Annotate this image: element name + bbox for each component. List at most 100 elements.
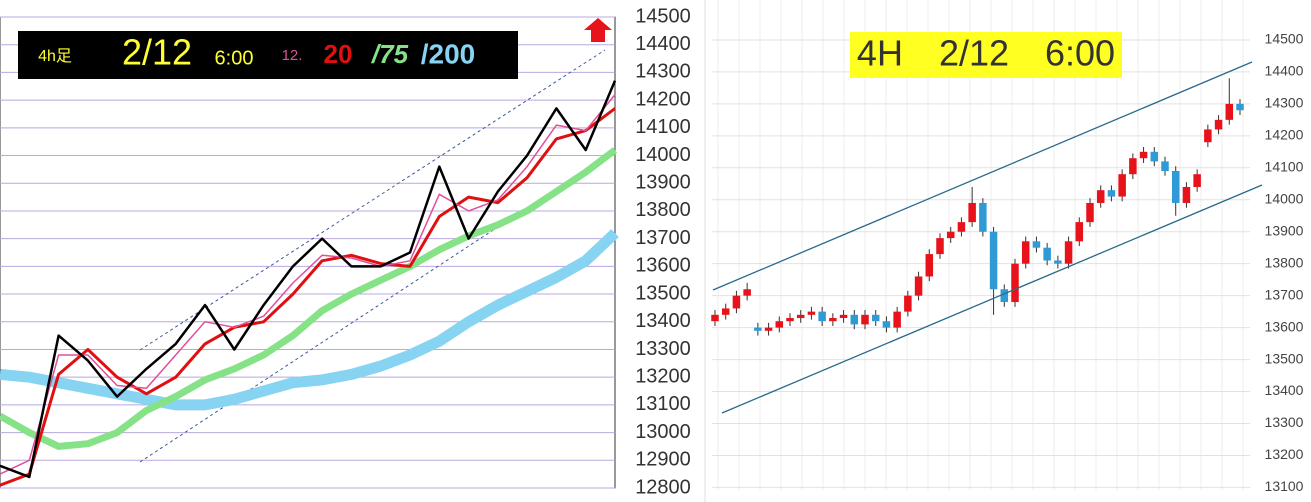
y-tick-label: 14300 xyxy=(1265,95,1304,111)
candle-body xyxy=(818,311,826,322)
y-tick-label: 14100 xyxy=(1265,159,1304,175)
y-tick-label: 13100 xyxy=(1265,478,1304,494)
y-tick-label: 13800 xyxy=(1265,254,1304,270)
candle-body xyxy=(957,222,966,232)
candle-body xyxy=(839,314,848,319)
candle-body xyxy=(882,321,891,328)
candle-body xyxy=(743,289,751,296)
candle-body xyxy=(925,254,934,277)
y-tick-label: 13300 xyxy=(635,338,691,360)
candle-body xyxy=(754,327,762,331)
timeframe: 4h足 xyxy=(38,48,72,65)
candle-body xyxy=(904,295,912,312)
candle-body xyxy=(1107,190,1116,197)
y-tick-label: 13900 xyxy=(1265,222,1304,238)
y-tick-label: 14100 xyxy=(635,116,691,138)
candle-body xyxy=(893,311,901,328)
lines xyxy=(0,80,619,487)
y-tick-label: 13100 xyxy=(635,393,691,415)
channel-lower xyxy=(721,184,1263,414)
candle-body xyxy=(796,314,805,319)
y-tick-label: 14400 xyxy=(1265,63,1304,79)
legend-entry: /75 xyxy=(371,39,409,69)
legend-entry: 12. xyxy=(282,47,303,64)
candle-body xyxy=(711,314,719,322)
channel-upper xyxy=(712,61,1253,291)
candle-body xyxy=(1129,158,1137,175)
candle-body xyxy=(1054,260,1062,264)
y-tick-label: 13200 xyxy=(635,365,691,387)
candle-body xyxy=(1236,103,1244,111)
candle-body xyxy=(1000,289,1009,303)
date: 2/12 xyxy=(122,32,192,73)
candle-body xyxy=(979,202,987,232)
candle-body xyxy=(968,202,976,223)
grid xyxy=(712,0,1250,490)
candle-body xyxy=(1193,174,1201,187)
y-tick-label: 12900 xyxy=(635,449,691,471)
candle-body xyxy=(1150,151,1159,162)
candle-body xyxy=(1204,129,1212,143)
up-arrow xyxy=(584,18,612,42)
candle-body xyxy=(1011,263,1019,303)
chart-title: 4H 2/12 6:00 xyxy=(857,33,1115,74)
legend: 12. 20/75/200 xyxy=(282,38,476,69)
candle-body xyxy=(936,238,944,255)
y-tick-label: 12800 xyxy=(635,476,691,498)
candle-body xyxy=(1214,119,1223,130)
y-tick-label: 13000 xyxy=(635,421,691,443)
candles xyxy=(711,78,1244,336)
time: 6:00 xyxy=(215,47,254,69)
candle-body xyxy=(850,314,859,325)
y-tick-label: 13300 xyxy=(1265,414,1304,430)
candle-body xyxy=(1139,151,1148,159)
candle-body xyxy=(989,231,998,290)
series-line xyxy=(0,107,616,487)
y-tick-label: 13700 xyxy=(1265,286,1304,302)
left-chart: 4h足 2/12 6:00 12. 20/75/200 12800 12900 130… xyxy=(0,5,691,498)
y-tick-label: 13600 xyxy=(635,255,691,277)
series-line xyxy=(0,94,616,475)
y-axis: 12800 12900 13000 13100 13200 13300 13400 13500… xyxy=(635,5,691,498)
y-tick-label: 14200 xyxy=(1265,127,1304,143)
title-box xyxy=(850,32,1122,78)
candle-body xyxy=(829,318,837,322)
candle-body xyxy=(1032,241,1041,248)
candle-body xyxy=(807,311,816,315)
candle-body xyxy=(1225,103,1234,120)
legend-entry: /200 xyxy=(421,38,476,69)
y-tick-label: 14200 xyxy=(635,88,691,110)
candle-body xyxy=(786,318,794,322)
y-tick-label: 14000 xyxy=(1265,190,1304,206)
candle-body xyxy=(1161,161,1169,171)
y-tick-label: 13500 xyxy=(1265,350,1304,366)
candle-body xyxy=(764,327,773,331)
series-line xyxy=(0,80,617,479)
y-tick-label: 13900 xyxy=(635,172,691,194)
channel-lower xyxy=(139,149,616,463)
y-tick-label: 13500 xyxy=(635,282,691,304)
y-tick-label: 13400 xyxy=(635,310,691,332)
series-line xyxy=(0,147,618,450)
legend-entry: 20 xyxy=(324,39,353,69)
y-tick-label: 14500 xyxy=(635,5,691,27)
candle-body xyxy=(1021,241,1030,264)
candle-body xyxy=(1043,247,1051,261)
y-tick-label: 14300 xyxy=(635,61,691,83)
candle-body xyxy=(1064,241,1073,264)
candle-body xyxy=(1096,190,1105,203)
series-line xyxy=(0,229,619,411)
channel-upper xyxy=(139,49,606,351)
label-box xyxy=(18,31,518,79)
y-tick-label: 13700 xyxy=(635,227,691,249)
candle-body xyxy=(1182,186,1191,203)
y-tick-label: 13400 xyxy=(1265,382,1304,398)
y-tick-label: 13200 xyxy=(1265,446,1304,462)
y-tick-label: 13600 xyxy=(1265,318,1304,334)
y-tick-label: 14000 xyxy=(635,144,691,166)
candle-body xyxy=(871,314,880,322)
right-chart: 4H 2/12 6:00 13100 13200 13300 13400 13500 13… xyxy=(711,0,1304,494)
candle-body xyxy=(861,314,869,325)
candle-body xyxy=(1086,202,1094,223)
